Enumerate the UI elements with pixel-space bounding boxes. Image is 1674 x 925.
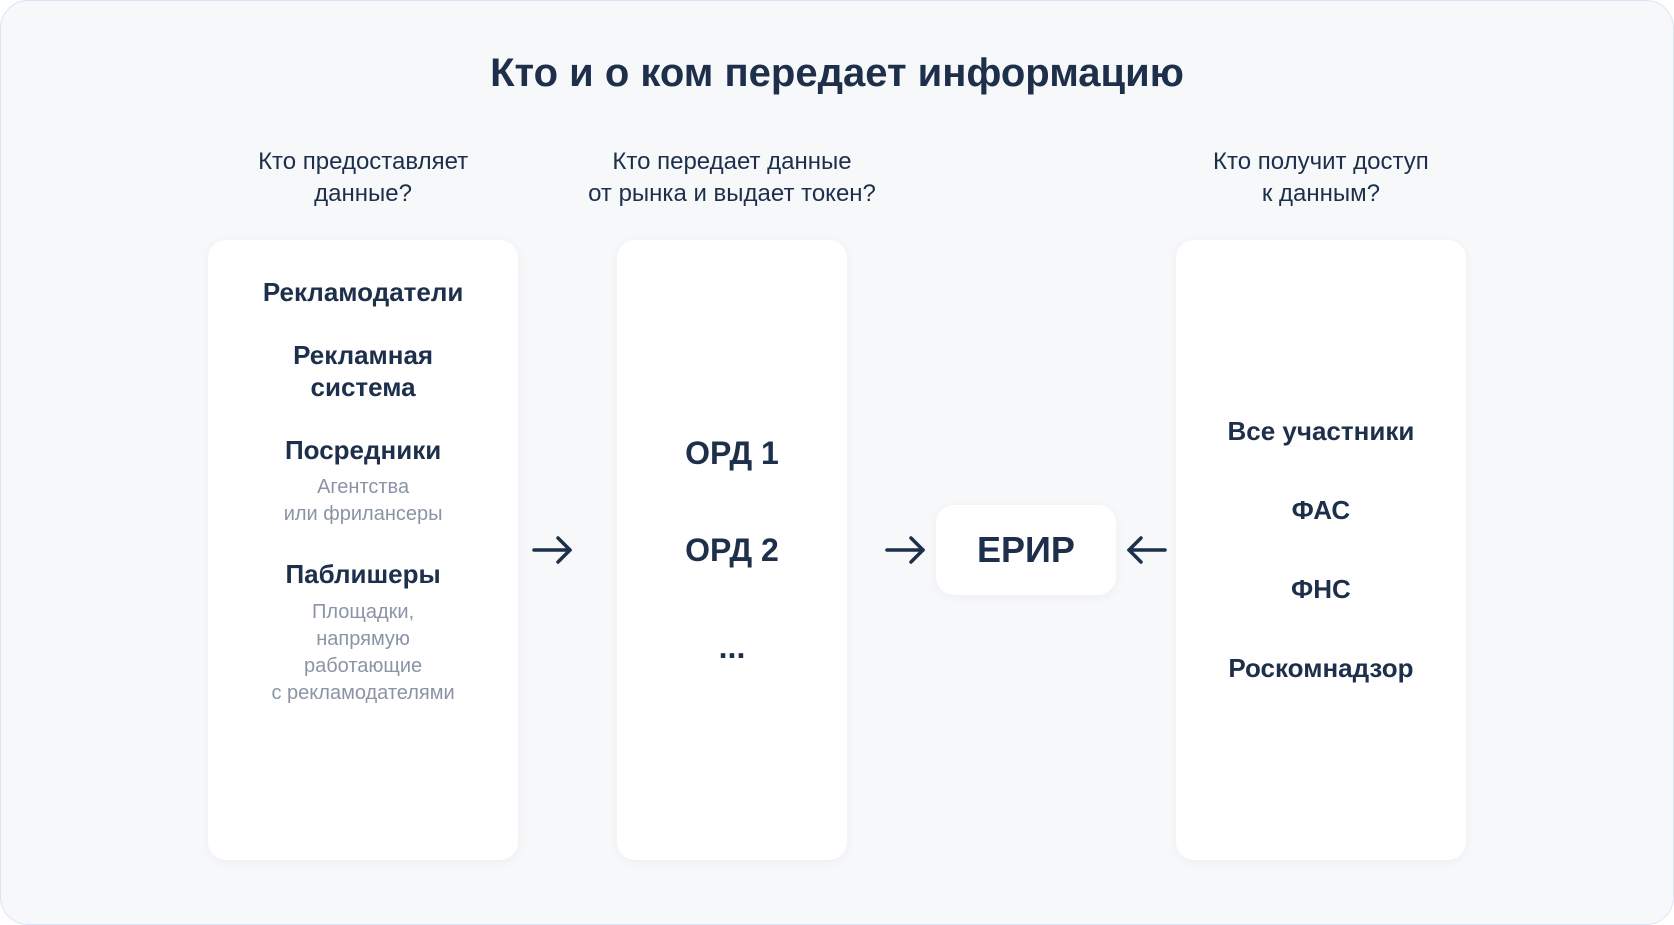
- provider-item: Посредники Агентства или фрилансеры: [284, 434, 443, 529]
- provider-item: Рекламная система: [238, 339, 488, 404]
- provider-item: Паблишеры Площадки, напрямую работающие …: [272, 558, 455, 707]
- arrow-providers-to-ord: [518, 142, 588, 860]
- arrow-right-icon: [883, 527, 929, 573]
- ord-item: ОРД 2: [685, 532, 779, 569]
- diagram-title: Кто и о ком передает информацию: [490, 51, 1184, 96]
- provider-item-title: Рекламная система: [238, 339, 488, 404]
- ord-item: ОРД 1: [685, 435, 779, 472]
- column-ord: Кто передает данные от рынка и выдает то…: [588, 142, 876, 860]
- card-erir: ЕРИР: [936, 505, 1116, 595]
- diagram-canvas: Кто и о ком передает информацию Кто пред…: [0, 0, 1674, 925]
- column-erir: ЕРИР: [936, 142, 1116, 860]
- card-ord: ОРД 1 ОРД 2 ...: [617, 240, 847, 860]
- column-access-header: Кто получит доступ к данным?: [1213, 142, 1429, 214]
- erir-vertical-wrap: ЕРИР: [936, 240, 1116, 860]
- card-access: Все участники ФАС ФНС Роскомнадзор: [1176, 240, 1466, 860]
- access-item: Роскомнадзор: [1228, 653, 1413, 684]
- flow-row: Кто предоставляет данные? Рекламодатели …: [41, 142, 1633, 860]
- ord-item: ...: [719, 629, 746, 666]
- column-providers-header: Кто предоставляет данные?: [258, 142, 468, 214]
- arrow-right-icon: [530, 527, 576, 573]
- provider-item-subtitle: Площадки, напрямую работающие с рекламод…: [272, 599, 455, 707]
- access-item: Все участники: [1228, 416, 1415, 447]
- provider-item: Рекламодатели: [263, 276, 464, 309]
- access-item: ФНС: [1291, 574, 1351, 605]
- provider-item-subtitle: Агентства или фрилансеры: [284, 474, 443, 528]
- column-providers: Кто предоставляет данные? Рекламодатели …: [208, 142, 518, 860]
- provider-item-title: Посредники: [284, 434, 443, 467]
- access-item: ФАС: [1292, 495, 1350, 526]
- arrow-ord-to-erir: [876, 142, 936, 860]
- provider-item-title: Рекламодатели: [263, 276, 464, 309]
- arrow-access-to-erir: [1116, 142, 1176, 860]
- card-providers: Рекламодатели Рекламная система Посредни…: [208, 240, 518, 860]
- provider-item-title: Паблишеры: [272, 558, 455, 591]
- erir-label: ЕРИР: [977, 529, 1075, 571]
- column-access: Кто получит доступ к данным? Все участни…: [1176, 142, 1466, 860]
- column-ord-header: Кто передает данные от рынка и выдает то…: [588, 142, 876, 214]
- arrow-left-icon: [1123, 527, 1169, 573]
